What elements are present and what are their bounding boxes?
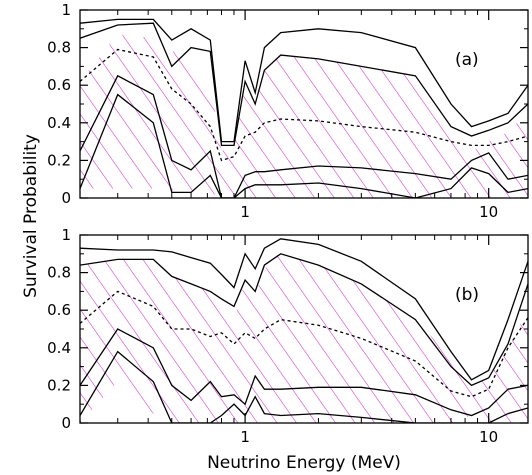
solid-curve-a-1 xyxy=(80,22,528,147)
y-tick-label: 1 xyxy=(61,226,71,244)
panel-label-b: (b) xyxy=(455,285,479,305)
solid-curve-a-3 xyxy=(80,74,528,198)
y-tick-label: 0.6 xyxy=(47,76,71,94)
y-tick-label: 0 xyxy=(61,414,71,432)
x-tick-label: 10 xyxy=(479,428,498,446)
curves-a xyxy=(80,18,528,198)
curves-b xyxy=(80,238,528,423)
ticks-a: 0 0.2 0.4 0.6 0.8 1 1 10 xyxy=(47,1,528,221)
y-axis-title: Survival Probability xyxy=(21,134,41,298)
panel-a: 0 0.2 0.4 0.6 0.8 1 1 10 (a) xyxy=(47,1,529,221)
y-tick-label: 0.8 xyxy=(47,39,71,57)
hatched-region-b xyxy=(80,253,528,423)
y-tick-label: 0.4 xyxy=(47,114,71,132)
x-tick-label: 1 xyxy=(240,428,250,446)
plot-frame-b xyxy=(79,234,529,424)
y-tick-label: 0 xyxy=(61,189,71,207)
y-tick-label: 1 xyxy=(61,1,71,19)
plot-frame-a xyxy=(79,9,529,199)
y-tick-label: 0.2 xyxy=(47,376,71,394)
hatched-band-b xyxy=(80,253,528,423)
solid-curve-b-1 xyxy=(80,253,528,387)
x-tick-label: 1 xyxy=(240,203,250,221)
panel-label-a: (a) xyxy=(455,50,479,70)
panel-b: 0 0.2 0.4 0.6 0.8 1 1 10 (b) xyxy=(47,226,529,446)
y-tick-label: 0.4 xyxy=(47,339,71,357)
dashed-curve-b-2 xyxy=(80,290,528,398)
solid-curve-b-0 xyxy=(80,238,528,381)
y-tick-label: 0.8 xyxy=(47,264,71,282)
ticks-b: 0 0.2 0.4 0.6 0.8 1 1 10 xyxy=(47,226,528,446)
y-tick-label: 0.2 xyxy=(47,151,71,169)
hatched-band-a xyxy=(80,34,528,198)
dashed-curve-a-2 xyxy=(80,48,528,162)
solid-curve-a-0 xyxy=(80,18,528,143)
solid-curve-b-4 xyxy=(80,350,528,423)
solid-curve-b-3 xyxy=(80,328,528,417)
y-tick-label: 0.6 xyxy=(47,301,71,319)
x-tick-label: 10 xyxy=(479,203,498,221)
x-axis-title: Neutrino Energy (MeV) xyxy=(207,453,401,473)
solid-curve-a-4 xyxy=(80,93,528,198)
hatched-region-a xyxy=(80,34,528,198)
